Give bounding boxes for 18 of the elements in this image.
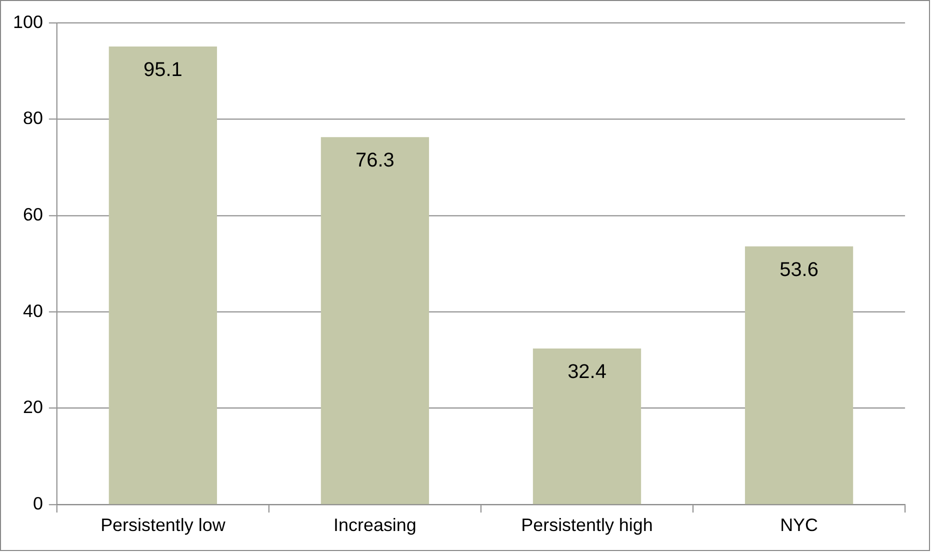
data-label: 95.1 — [144, 58, 182, 81]
y-tick-label: 100 — [12, 12, 43, 32]
data-label: 32.4 — [568, 360, 606, 383]
y-tick-label: 80 — [22, 108, 43, 128]
x-tick-label: NYC — [780, 515, 818, 536]
x-tick-label: Persistently low — [100, 515, 226, 536]
bar — [744, 246, 854, 504]
bar — [108, 46, 217, 504]
data-label: 53.6 — [780, 258, 818, 281]
x-tick-label: Increasing — [334, 515, 416, 536]
bar — [532, 348, 642, 504]
bar — [320, 137, 430, 504]
y-tick-label: 0 — [32, 494, 43, 514]
y-tick-label: 60 — [22, 204, 43, 225]
y-tick-label: 20 — [22, 397, 43, 418]
y-tick-label: 40 — [22, 300, 43, 321]
x-tick-label: Persistently high — [521, 515, 653, 536]
data-label: 76.3 — [356, 149, 394, 172]
